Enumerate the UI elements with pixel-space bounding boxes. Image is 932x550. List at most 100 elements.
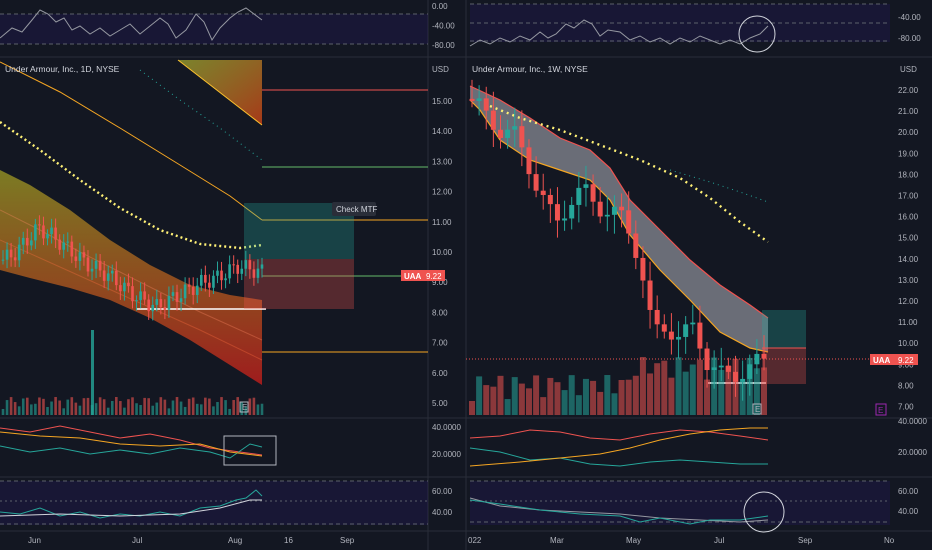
time-tick-label: Aug (228, 536, 242, 545)
candle-body (740, 378, 746, 382)
ema-diamonds (489, 104, 769, 243)
fan-edge (177, 59, 263, 126)
highlight-circle[interactable] (743, 491, 785, 533)
volume-bar (191, 397, 195, 415)
candle-body (619, 206, 625, 211)
event-marker-box[interactable] (875, 403, 887, 416)
volume-bar (490, 386, 497, 415)
volume-bar (195, 403, 199, 415)
earnings-marker: E (242, 403, 247, 412)
candle-body (46, 234, 49, 239)
right-candles (469, 79, 767, 401)
candle-body (711, 367, 717, 371)
position-loss[interactable] (244, 259, 354, 309)
position-profit[interactable] (762, 310, 806, 348)
candle-body (25, 237, 29, 246)
symbol-tag (870, 354, 892, 365)
candle-body (147, 299, 150, 312)
volume-bar (260, 403, 264, 415)
left-chart[interactable]: Check MTF E (0, 7, 428, 525)
right-chart[interactable]: E E (466, 3, 890, 533)
volume-bar (240, 402, 244, 415)
rsi-band (470, 481, 890, 525)
volume-bar (625, 379, 632, 415)
volume-bar (540, 397, 547, 415)
candle-body (163, 307, 167, 310)
candle-body (704, 348, 710, 371)
volume-bar (167, 408, 171, 415)
candle-body (725, 365, 731, 372)
symbol-tag-text: UAA (404, 272, 422, 281)
volume-bar (110, 400, 114, 415)
candle-body (761, 353, 767, 359)
earnings-marker-box[interactable] (239, 401, 249, 413)
position-loss[interactable] (762, 348, 806, 384)
volume-spike (91, 330, 94, 415)
time-tick-label: 022 (468, 536, 482, 545)
axis-tick-label: 40.0000 (898, 417, 927, 426)
candle-body (115, 270, 118, 286)
candle-body (224, 278, 227, 281)
left-price-scale[interactable]: USD 15.00 14.00 13.00 12.00 11.00 10.00 9.00 8.… (432, 2, 461, 517)
currency-label: USD (900, 65, 917, 74)
volume-bar (232, 400, 235, 415)
annotation-box[interactable] (332, 202, 376, 216)
volume-bar (5, 400, 9, 415)
adx-line (469, 427, 768, 467)
highlight-circle[interactable] (738, 15, 776, 53)
candle-body (110, 270, 114, 274)
axis-tick-label: 20.00 (898, 128, 919, 137)
candle-body (240, 268, 244, 274)
candle-body (155, 299, 159, 305)
candle-body (569, 204, 575, 219)
earnings-marker-box[interactable] (752, 403, 762, 415)
right-time-axis[interactable]: 022 Mar May Jul Sep No (468, 536, 895, 545)
volume-bar (66, 399, 70, 415)
candle-body (540, 190, 546, 195)
volume-bar (147, 398, 150, 415)
volume-bar (187, 398, 191, 415)
candle-body (151, 304, 155, 312)
axis-tick-label: -40.00 (898, 13, 921, 22)
candle-body (187, 284, 191, 287)
axis-tick-label: 7.00 (898, 403, 914, 412)
axis-tick-label: -80.00 (432, 41, 455, 50)
volume-bar (618, 379, 625, 415)
axis-tick-label: 8.00 (898, 381, 914, 390)
candle-body (626, 210, 632, 234)
volume-bar (236, 397, 240, 415)
highlight-box[interactable] (223, 435, 277, 466)
ema-diamonds (0, 121, 263, 250)
candle-body (82, 252, 86, 258)
time-tick-label: May (626, 536, 641, 545)
volume-bar (575, 395, 582, 415)
candle-body (74, 256, 78, 261)
volume-bar (547, 377, 554, 415)
volume-bar (668, 377, 675, 415)
main-fan (0, 170, 262, 385)
volume-bar (682, 371, 689, 415)
candle-body (718, 365, 724, 368)
volume-bar (1, 409, 5, 415)
volume-bar (70, 397, 74, 415)
candle-body (668, 331, 674, 340)
left-time-axis[interactable]: Jun Jul Aug 16 Sep (28, 536, 355, 545)
ma-cloud (470, 86, 768, 352)
volume-bar (256, 404, 260, 415)
dotted-line (669, 169, 769, 203)
candle-body (576, 187, 582, 205)
volume-bar (123, 407, 126, 415)
rsi-line (0, 489, 263, 519)
right-price-scale[interactable]: USD 22.00 21.00 20.00 19.00 18.00 17.00 16.00 1… (898, 13, 927, 516)
volume-bar (761, 367, 767, 415)
left-volume (1, 397, 264, 415)
candle-body (212, 275, 215, 288)
volume-bar (86, 397, 90, 415)
candle-body (260, 264, 264, 269)
candle-body (50, 227, 53, 235)
adx-pos (469, 447, 768, 467)
candle-body (505, 129, 511, 138)
volume-bar (115, 397, 118, 415)
volume-bar (155, 402, 159, 415)
